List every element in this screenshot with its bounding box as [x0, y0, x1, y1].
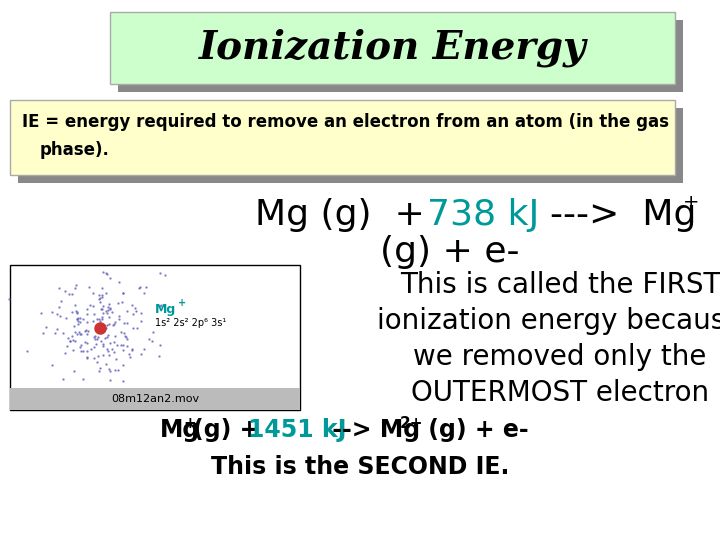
Text: 738 kJ: 738 kJ — [427, 198, 539, 232]
Bar — [10, 100, 675, 175]
Text: Mg: Mg — [155, 303, 176, 316]
Text: (g) + e-: (g) + e- — [380, 235, 520, 269]
Bar — [110, 12, 675, 84]
Text: +: + — [183, 415, 196, 430]
Text: Ionization Energy: Ionization Energy — [199, 29, 586, 68]
Text: Mg (g)  +: Mg (g) + — [255, 198, 436, 232]
Text: IE = energy required to remove an electron from an atom (in the gas: IE = energy required to remove an electr… — [22, 113, 669, 131]
Text: we removed only the: we removed only the — [413, 343, 707, 371]
Text: OUTERMOST electron: OUTERMOST electron — [411, 379, 709, 407]
Text: +: + — [178, 298, 186, 307]
Text: 2+: 2+ — [400, 415, 423, 430]
Text: (g) + e-: (g) + e- — [420, 418, 528, 442]
Bar — [10, 265, 300, 410]
Text: 1451 kJ: 1451 kJ — [248, 418, 346, 442]
Text: Mg: Mg — [160, 418, 200, 442]
Bar — [118, 20, 683, 92]
Text: --->  Mg: ---> Mg — [527, 198, 696, 232]
Text: This is the SECOND IE.: This is the SECOND IE. — [211, 455, 509, 479]
Bar — [10, 388, 300, 410]
Text: 1s² 2s² 2p⁶ 3s¹: 1s² 2s² 2p⁶ 3s¹ — [155, 319, 226, 328]
Bar — [18, 108, 683, 183]
Text: ionization energy because: ionization energy because — [377, 307, 720, 335]
Text: phase).: phase). — [40, 141, 110, 159]
Text: 08m12an2.mov: 08m12an2.mov — [111, 394, 199, 404]
Text: This is called the FIRST: This is called the FIRST — [400, 271, 720, 299]
Text: (g) +: (g) + — [193, 418, 268, 442]
Text: --> Mg: --> Mg — [324, 418, 420, 442]
Text: +: + — [683, 193, 700, 213]
